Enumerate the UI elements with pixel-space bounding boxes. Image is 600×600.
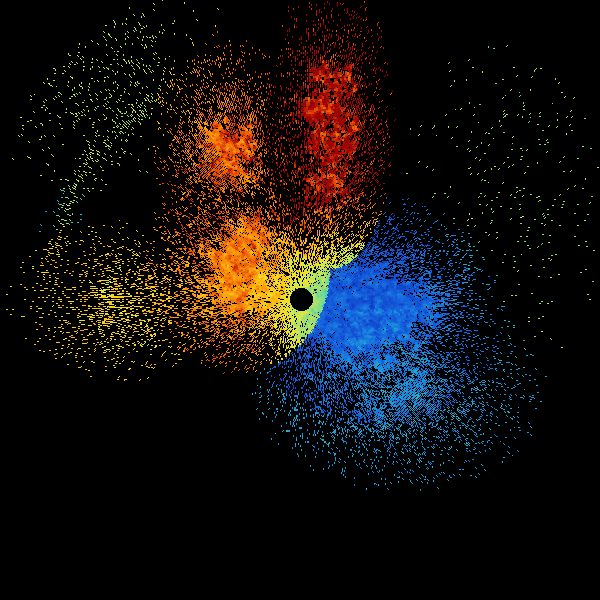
radar-site-marker [296, 294, 306, 304]
